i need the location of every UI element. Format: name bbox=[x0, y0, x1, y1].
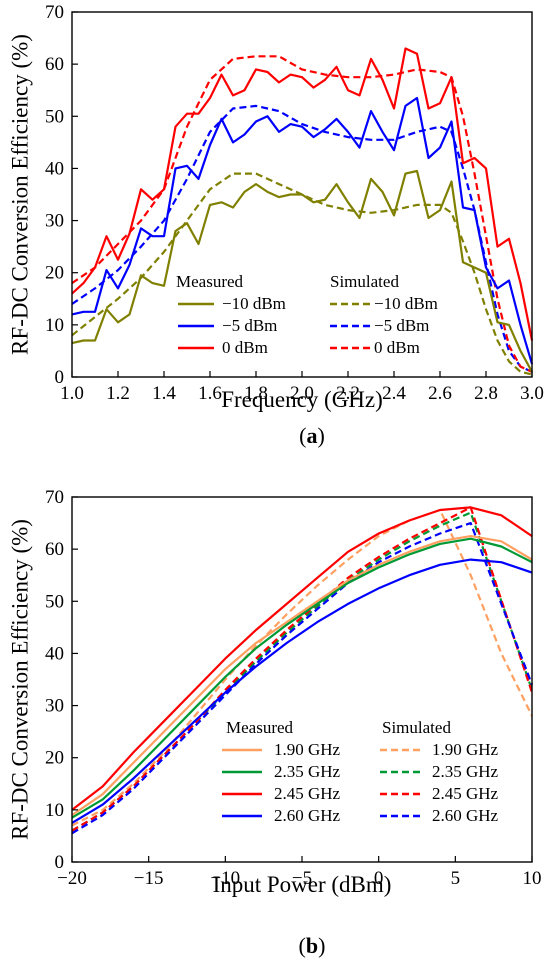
panel-a-series-simulated-0dBm bbox=[71, 55, 533, 373]
legend-header-simulated: Simulated bbox=[382, 718, 451, 737]
panel-b-legend-label-simulated: 2.35 GHz bbox=[432, 762, 499, 781]
panel-b-y-tick-label: 20 bbox=[45, 748, 64, 769]
panel-a-series-simulated-10dBm bbox=[71, 172, 533, 376]
panel-a-legend-label-simulated: −10 dBm bbox=[374, 294, 438, 313]
panel-b-y-axis-label: RF-DC Conversion Efficiency (%) bbox=[7, 519, 32, 840]
panel-a-x-tick-label: 1.4 bbox=[152, 383, 176, 404]
panel-a-y-tick-label: 10 bbox=[45, 315, 64, 336]
panel-a-legend-label-simulated: −5 dBm bbox=[374, 316, 429, 335]
panel-a-legend-label-measured: −5 dBm bbox=[222, 316, 277, 335]
panel-b-y-tick-label: 40 bbox=[45, 643, 64, 664]
panel-a-y-axis-label: RF-DC Conversion Efficiency (%) bbox=[7, 34, 32, 355]
panel-a-series-measured-5dBm bbox=[71, 96, 534, 365]
panel-b-x-axis-label: Input Power (dBm) bbox=[213, 872, 392, 897]
legend-header-measured: Measured bbox=[226, 718, 294, 737]
panel-a-series bbox=[71, 47, 534, 376]
panel-b-y-tick-label: 0 bbox=[55, 852, 65, 873]
panel-b-series-measured-2p45GHz bbox=[71, 506, 533, 811]
panel-a-x-tick-label: 2.6 bbox=[428, 383, 452, 404]
panel-b-legend-label-simulated: 2.45 GHz bbox=[432, 784, 499, 803]
panel-a-x-tick-label: 2.8 bbox=[474, 383, 498, 404]
panel-a-x-tick-label: 1.0 bbox=[60, 383, 84, 404]
panel-b-x-tick-label: −15 bbox=[134, 868, 164, 889]
panel-a-x-tick-label: 1.6 bbox=[198, 383, 222, 404]
panel-a-series-measured-10dBm bbox=[71, 169, 533, 373]
panel-b-legend-label-measured: 2.45 GHz bbox=[274, 784, 341, 803]
panel-a-x-axis-label: Frequency (GHz) bbox=[221, 387, 383, 412]
panel-b-series-measured-2p35GHz bbox=[71, 537, 533, 819]
panel-b-x-tick-label: 10 bbox=[523, 868, 542, 889]
panel-a-y-tick-label: 20 bbox=[45, 263, 64, 284]
panel-a-series-measured-0dBm bbox=[71, 47, 534, 341]
panel-b-x-tick-label: −20 bbox=[57, 868, 87, 889]
panel-b-legend-label-simulated: 2.60 GHz bbox=[432, 806, 499, 825]
panel-a-letter: a bbox=[307, 423, 318, 448]
panel-a-y-tick-label: 70 bbox=[45, 2, 64, 23]
panel-a-legend-label-measured: −10 dBm bbox=[222, 294, 286, 313]
panel-a-legend-label-simulated: 0 dBm bbox=[374, 338, 420, 357]
panel-a-y-tick-label: 50 bbox=[45, 106, 64, 127]
panel-b-series-simulated-2p60GHz bbox=[71, 521, 534, 835]
legend-header-measured: Measured bbox=[176, 272, 244, 291]
panel-b-x-tick-label: 5 bbox=[451, 868, 461, 889]
panel-a-x-tick-label: 1.8 bbox=[244, 383, 268, 404]
panel-b-y-tick-label: 70 bbox=[45, 487, 64, 508]
panel-b-series-simulated-1p90GHz bbox=[71, 508, 533, 827]
panel-a-y-tick-label: 60 bbox=[45, 54, 64, 75]
panel-b-legend: Measured Simulated 1.90 GHz 2.35 GHz 2.45 … bbox=[222, 718, 499, 825]
panel-b-y-tick-label: 30 bbox=[45, 696, 64, 717]
panel-b-legend-label-measured: 2.35 GHz bbox=[274, 762, 341, 781]
legend-header-simulated: Simulated bbox=[330, 272, 399, 291]
panel-a-y-tick-label: 0 bbox=[55, 367, 65, 388]
panel-b-x-tick-label: −10 bbox=[210, 868, 240, 889]
panel-a-y-tick-label: 40 bbox=[45, 158, 64, 179]
panel-a-label: (a) bbox=[299, 423, 325, 448]
panel-b: −20 −15 −10 −5 0 5 10 0 10 20 30 40 50 60 70 Measured … bbox=[7, 487, 541, 958]
panel-b-y-tick-label: 60 bbox=[45, 539, 64, 560]
panel-b-series-measured-1p90GHz bbox=[71, 534, 533, 817]
panel-b-legend-label-measured: 2.60 GHz bbox=[274, 806, 341, 825]
panel-b-x-tick-label: −5 bbox=[292, 868, 312, 889]
panel-b-y-tick-label: 50 bbox=[45, 591, 64, 612]
panel-a-x-tick-label: 2.4 bbox=[382, 383, 406, 404]
panel-a-x-tick-label: 3.0 bbox=[520, 383, 544, 404]
panel-b-legend-label-measured: 1.90 GHz bbox=[274, 740, 341, 759]
panel-a-x-tick-label: 2.0 bbox=[290, 383, 314, 404]
panel-b-x-tick-label: 0 bbox=[374, 868, 384, 889]
panel-a-legend: Measured Simulated −10 dBm −5 dBm 0 dBm −10… bbox=[176, 272, 438, 357]
panel-a-legend-label-measured: 0 dBm bbox=[222, 338, 268, 357]
panel-b-legend-label-simulated: 1.90 GHz bbox=[432, 740, 499, 759]
panel-b-label: (b) bbox=[299, 933, 326, 958]
panel-b-y-tick-label: 10 bbox=[45, 800, 64, 821]
panel-a: 1.0 1.2 1.4 1.6 1.8 2.0 2.2 2.4 2.6 2.8 3.0 0 10 20 30… bbox=[7, 2, 544, 448]
panel-b-series-simulated-2p45GHz bbox=[71, 506, 534, 832]
panel-a-x-tick-label: 1.2 bbox=[106, 383, 130, 404]
panel-b-series bbox=[71, 506, 534, 835]
panel-a-ticks: 1.0 1.2 1.4 1.6 1.8 2.0 2.2 2.4 2.6 2.8 3.0 0 10 20 30… bbox=[45, 2, 544, 404]
panel-a-x-tick-label: 2.2 bbox=[336, 383, 360, 404]
panel-b-series-measured-2p60GHz bbox=[71, 558, 533, 824]
panel-a-y-tick-label: 30 bbox=[45, 211, 64, 232]
panel-b-letter: b bbox=[306, 933, 318, 958]
panel-b-ticks: −20 −15 −10 −5 0 5 10 0 10 20 30 40 50 60 70 bbox=[45, 487, 542, 889]
